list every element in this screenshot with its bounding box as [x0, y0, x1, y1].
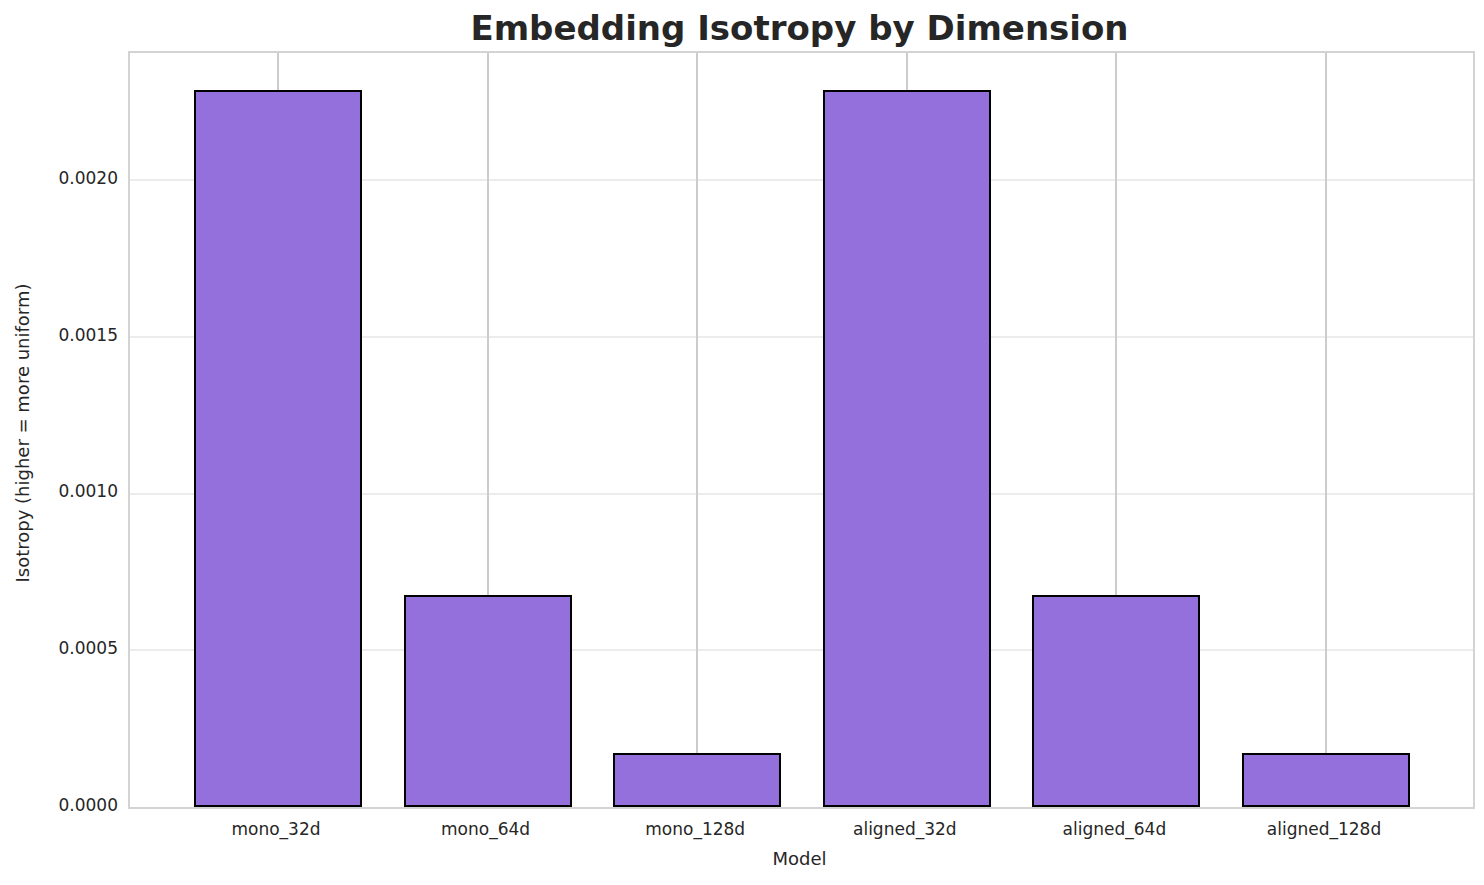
x-tick-label: mono_64d	[441, 819, 530, 839]
y-tick-label: 0.0005	[59, 638, 118, 658]
x-tick-label: aligned_64d	[1063, 819, 1167, 839]
y-tick-labels: 0.00000.00050.00100.00150.0020	[0, 51, 118, 805]
x-tick-label: mono_32d	[231, 819, 320, 839]
x-tick-label: aligned_128d	[1267, 819, 1381, 839]
chart-title: Embedding Isotropy by Dimension	[128, 8, 1471, 48]
x-tick-label: mono_128d	[645, 819, 745, 839]
bar-aligned_32d	[823, 90, 991, 807]
bar-mono_64d	[404, 595, 572, 807]
x-tick-labels: mono_32d mono_64d mono_128d aligned_32d alig…	[128, 817, 1471, 841]
x-gridline	[1325, 53, 1327, 807]
y-tick-label: 0.0015	[59, 325, 118, 345]
x-axis-label: Model	[128, 848, 1471, 869]
bar-mono_32d	[194, 90, 362, 807]
x-gridline	[696, 53, 698, 807]
y-tick-label: 0.0000	[59, 795, 118, 815]
bar-aligned_64d	[1032, 595, 1200, 807]
figure-canvas: Embedding Isotropy by Dimension Isotropy…	[0, 0, 1484, 885]
y-tick-label: 0.0020	[59, 168, 118, 188]
plot-area	[128, 51, 1475, 809]
y-tick-label: 0.0010	[59, 481, 118, 501]
x-tick-label: aligned_32d	[853, 819, 957, 839]
bar-aligned_128d	[1242, 753, 1410, 807]
bar-mono_128d	[613, 753, 781, 807]
